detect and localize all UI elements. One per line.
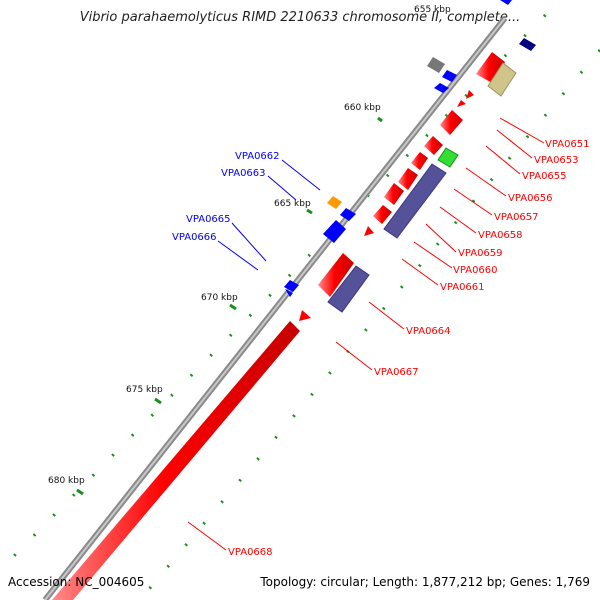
inner-tick-ring [138,49,600,600]
gene-label-vpa0663[interactable]: VPA0663 [221,168,266,179]
gene-arrow [340,208,356,221]
gene-arrow [398,168,418,190]
gene-label-vpa0668[interactable]: VPA0668 [228,547,273,558]
scale-label-655: 655 kbp [414,5,451,15]
gene-label-vpa0661[interactable]: VPA0661 [440,282,485,293]
gene-arrow [424,136,443,155]
gene-arrow [466,90,474,99]
gene-label-vpa0664[interactable]: VPA0664 [406,326,451,337]
left-leaders [217,159,321,271]
gene-label-vpa0655[interactable]: VPA0655 [522,171,567,182]
scale-label-675: 675 kbp [126,385,163,395]
gene-arrow [318,253,354,297]
gene-arrow [327,196,342,209]
outer-tick-ring [8,0,563,562]
gene-label-vpa0656[interactable]: VPA0656 [508,193,553,204]
accession-label: Accession: NC_004605 [8,575,145,589]
gene-arrow [440,110,463,135]
kbp-ticks [76,116,383,496]
gene-label-vpa0651[interactable]: VPA0651 [545,139,590,150]
gene-arrow [323,220,346,243]
gene-arrow [457,100,466,107]
gene-label-vpa0653[interactable]: VPA0653 [534,155,579,166]
gene-label-vpa0666[interactable]: VPA0666 [172,232,217,243]
gene-arrow [373,205,392,224]
gene-label-vpa0662[interactable]: VPA0662 [235,151,280,162]
scale-label-665: 665 kbp [274,199,311,209]
gene-arrow [411,152,428,170]
gene-arrow [285,289,293,297]
gene-arrow [284,280,299,292]
gene-arrow [384,183,404,205]
scale-label-660: 660 kbp [344,103,381,113]
feature-blocks [327,38,536,313]
map-title: Vibrio parahaemolyticus RIMD 2210633 chr… [79,10,521,25]
scale-label-680: 680 kbp [48,476,85,486]
gene-label-vpa0660[interactable]: VPA0660 [453,265,498,276]
gene-arrow-vpa0668 [52,321,300,600]
gene-label-vpa0657[interactable]: VPA0657 [494,212,539,223]
gene-arrow [299,310,311,321]
gene-arrow [434,83,449,93]
gene-label-vpa0665[interactable]: VPA0665 [186,214,231,225]
genome-summary: Topology: circular; Length: 1,877,212 bp… [260,575,590,589]
gene-label-vpa0667[interactable]: VPA0667 [374,367,419,378]
gene-label-vpa0659[interactable]: VPA0659 [458,248,503,259]
gene-arrow [442,70,457,82]
forward-genes [52,52,505,600]
scale-label-670: 670 kbp [201,293,238,303]
reverse-genes [284,0,512,297]
gene-arrow [500,0,512,5]
gene-label-vpa0658[interactable]: VPA0658 [478,230,523,241]
right-leaders [187,117,545,551]
gene-arrow [364,226,374,236]
